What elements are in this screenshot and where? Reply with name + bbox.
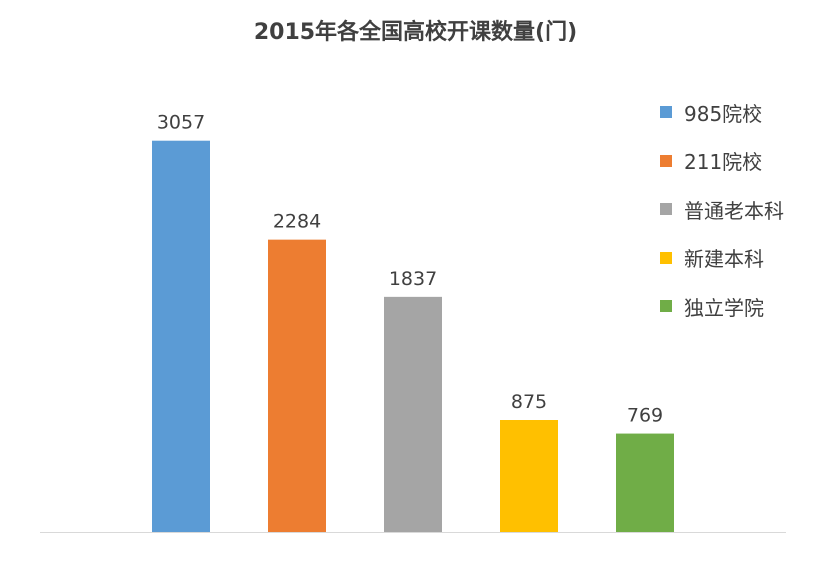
data-label-4: 769 [627,405,663,427]
data-label-0: 3057 [157,112,205,134]
legend-swatch-new [660,251,672,264]
legend-item-independent: 独立学院 [660,282,784,331]
legend-swatch-regular [660,203,672,216]
bar-4 [616,433,674,532]
bar-2 [384,296,442,532]
chart-title: 2015年各全国高校开课数量(门) [253,20,578,45]
bar-0 [152,140,210,533]
legend-item-regular: 普通老本科 [660,185,784,234]
legend-label-new: 新建本科 [684,247,764,272]
legend: 985院校 211院校 普通老本科 新建本科 独立学院 [660,88,784,331]
legend-label-independent: 独立学院 [684,295,764,320]
data-labels-group: 3057 2284 1837 875 769 [157,112,663,427]
data-label-2: 1837 [389,268,437,290]
bars-group [152,140,674,533]
legend-item-211: 211院校 [660,137,784,186]
legend-label-985: 985院校 [684,101,763,126]
bar-1 [268,239,326,532]
data-label-3: 875 [511,391,547,413]
bar-3 [500,420,558,532]
legend-item-985: 985院校 [660,88,784,137]
legend-item-new: 新建本科 [660,234,784,283]
data-label-1: 2284 [273,211,321,233]
legend-swatch-211 [660,154,672,167]
legend-label-regular: 普通老本科 [684,198,784,223]
legend-swatch-independent [660,300,672,313]
legend-swatch-985 [660,106,672,119]
legend-label-211: 211院校 [684,150,763,175]
